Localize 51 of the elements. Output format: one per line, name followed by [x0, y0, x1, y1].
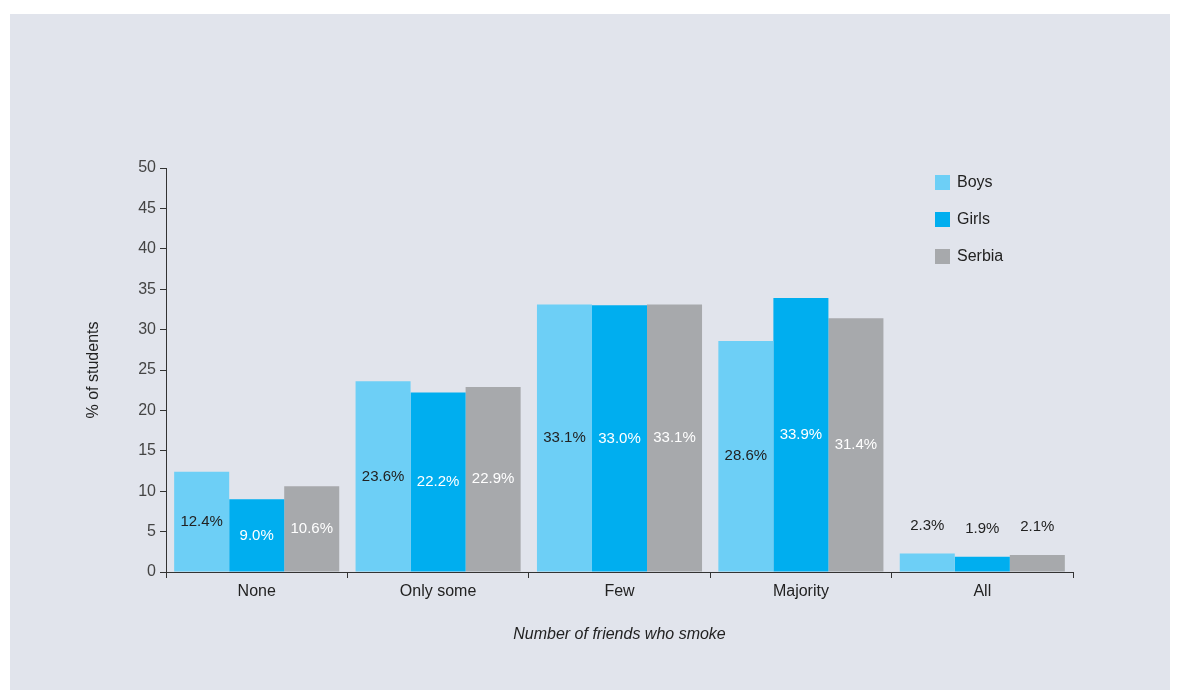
y-tick-label: 10 [138, 481, 157, 499]
data-label: 23.6% [361, 466, 405, 484]
bar [465, 386, 521, 572]
bar [899, 553, 955, 572]
x-tick-label: Only some [399, 582, 477, 600]
y-axis-title: % of students [84, 321, 102, 419]
bar [536, 304, 592, 572]
y-tick-label: 25 [138, 360, 157, 378]
bar [1009, 555, 1065, 572]
y-tick-label: 35 [138, 279, 157, 297]
bar [954, 556, 1010, 572]
y-tick-label: 45 [138, 198, 157, 216]
y-tick-label: 50 [138, 158, 157, 176]
x-axis-title: Number of friends who smoke [513, 624, 726, 642]
bar [647, 304, 703, 572]
data-label: 22.9% [471, 469, 515, 487]
data-label: 33.9% [779, 424, 823, 442]
legend-label: Serbia [957, 247, 1004, 265]
legend-label: Boys [957, 173, 993, 191]
x-tick-label: None [237, 582, 276, 600]
bar [591, 305, 648, 572]
data-label: 12.4% [180, 511, 223, 529]
x-tick-label: Few [604, 582, 636, 600]
bar [410, 392, 466, 572]
y-tick-label: 0 [147, 562, 157, 580]
y-tick-label: 30 [138, 320, 157, 338]
data-label: 2.1% [1020, 517, 1055, 535]
bar [773, 298, 829, 572]
bar [355, 381, 411, 572]
data-label: 10.6% [290, 519, 333, 537]
data-label: 2.3% [910, 515, 945, 533]
data-label: 28.6% [724, 446, 768, 464]
data-label: 33.0% [598, 428, 641, 446]
bar [229, 499, 285, 572]
y-tick-label: 20 [138, 400, 157, 418]
bar [284, 486, 340, 572]
legend-label: Girls [957, 210, 990, 228]
data-label: 1.9% [965, 518, 1000, 536]
data-label: 33.1% [653, 428, 696, 446]
data-label: 33.1% [543, 428, 586, 446]
data-label: 9.0% [239, 525, 274, 543]
x-tick-label: All [973, 582, 992, 600]
data-label: 22.2% [416, 472, 460, 490]
x-tick-label: Majority [772, 582, 829, 600]
y-tick-label: 5 [147, 522, 157, 540]
bar [718, 340, 774, 572]
y-tick-label: 40 [138, 239, 157, 257]
y-tick-label: 15 [138, 441, 157, 459]
data-label: 31.4% [834, 435, 878, 453]
bar [174, 471, 230, 572]
bar [828, 318, 884, 572]
